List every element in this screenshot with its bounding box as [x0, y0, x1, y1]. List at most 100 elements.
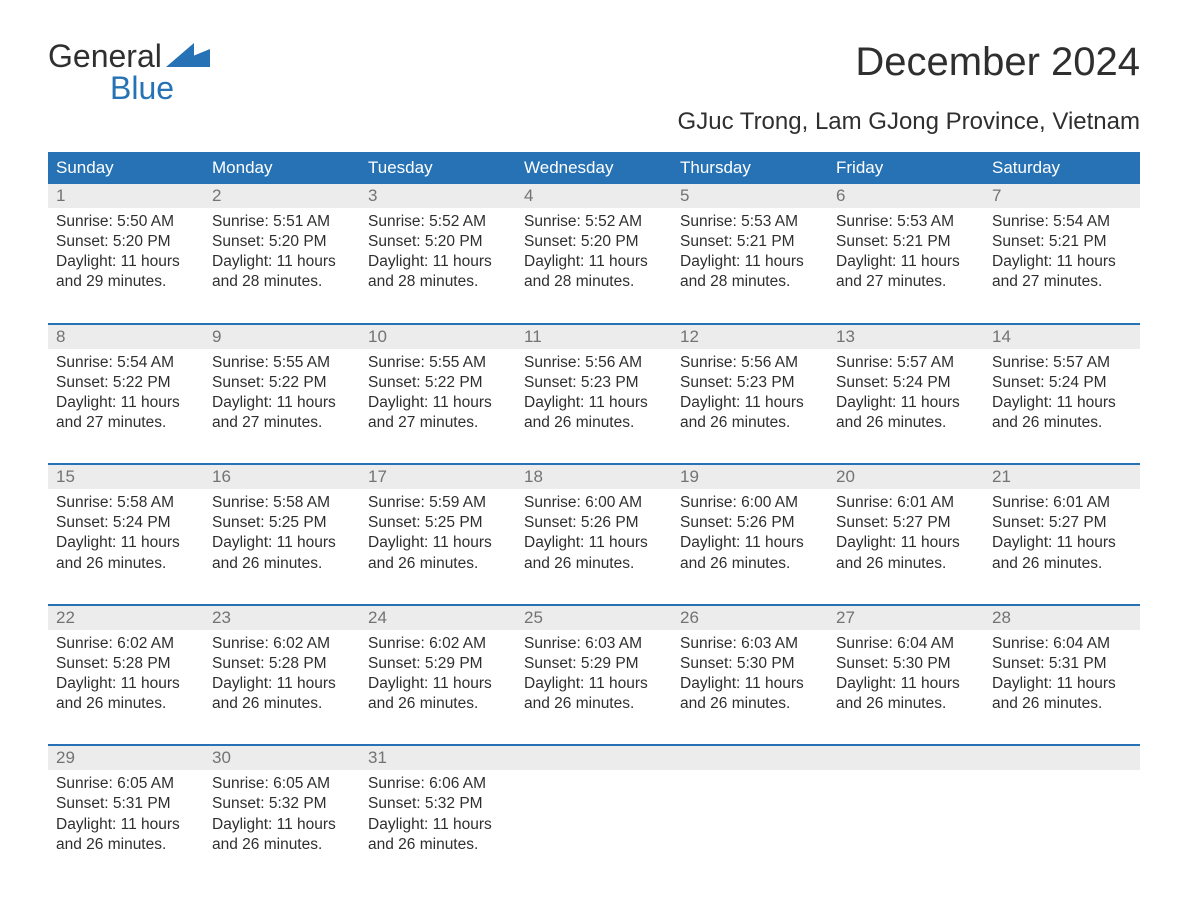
day-cell: Sunrise: 5:52 AMSunset: 5:20 PMDaylight:… — [516, 208, 672, 299]
day-sr: Sunrise: 5:57 AM — [992, 353, 1132, 373]
day-d1: Daylight: 11 hours — [524, 533, 664, 553]
day-cell: Sunrise: 6:01 AMSunset: 5:27 PMDaylight:… — [984, 489, 1140, 580]
day-sr: Sunrise: 6:00 AM — [680, 493, 820, 513]
day-sr: Sunrise: 5:56 AM — [680, 353, 820, 373]
day-d1: Daylight: 11 hours — [212, 252, 352, 272]
day-cell — [984, 770, 1140, 861]
page-title: December 2024 — [855, 40, 1140, 85]
info-row: Sunrise: 6:02 AMSunset: 5:28 PMDaylight:… — [48, 630, 1140, 721]
day-cell — [516, 770, 672, 861]
day-cell: Sunrise: 5:54 AMSunset: 5:21 PMDaylight:… — [984, 208, 1140, 299]
day-d1: Daylight: 11 hours — [524, 252, 664, 272]
day-d2: and 28 minutes. — [680, 272, 820, 292]
day-number: 20 — [828, 465, 984, 489]
day-cell: Sunrise: 6:01 AMSunset: 5:27 PMDaylight:… — [828, 489, 984, 580]
day-d2: and 26 minutes. — [212, 835, 352, 855]
day-number: 30 — [204, 746, 360, 770]
day-number — [984, 746, 1140, 770]
day-d2: and 26 minutes. — [212, 694, 352, 714]
day-d1: Daylight: 11 hours — [212, 393, 352, 413]
day-ss: Sunset: 5:20 PM — [524, 232, 664, 252]
day-ss: Sunset: 5:24 PM — [836, 373, 976, 393]
day-number: 23 — [204, 606, 360, 630]
day-number: 29 — [48, 746, 204, 770]
day-cell: Sunrise: 6:04 AMSunset: 5:30 PMDaylight:… — [828, 630, 984, 721]
day-sr: Sunrise: 5:58 AM — [56, 493, 196, 513]
day-number: 6 — [828, 184, 984, 208]
day-cell: Sunrise: 6:02 AMSunset: 5:28 PMDaylight:… — [48, 630, 204, 721]
location-label: GJuc Trong, Lam GJong Province, Vietnam — [48, 108, 1140, 136]
day-ss: Sunset: 5:20 PM — [368, 232, 508, 252]
day-ss: Sunset: 5:26 PM — [680, 513, 820, 533]
day-cell: Sunrise: 5:59 AMSunset: 5:25 PMDaylight:… — [360, 489, 516, 580]
day-d2: and 26 minutes. — [992, 413, 1132, 433]
day-d1: Daylight: 11 hours — [680, 393, 820, 413]
daynum-row: 15161718192021 — [48, 465, 1140, 489]
day-d1: Daylight: 11 hours — [56, 252, 196, 272]
day-cell — [828, 770, 984, 861]
col-thursday: Thursday — [672, 152, 828, 184]
day-number: 21 — [984, 465, 1140, 489]
day-number: 17 — [360, 465, 516, 489]
day-ss: Sunset: 5:23 PM — [680, 373, 820, 393]
day-number: 4 — [516, 184, 672, 208]
day-d2: and 26 minutes. — [524, 554, 664, 574]
day-d2: and 27 minutes. — [56, 413, 196, 433]
day-sr: Sunrise: 6:02 AM — [212, 634, 352, 654]
day-d2: and 26 minutes. — [212, 554, 352, 574]
day-d1: Daylight: 11 hours — [56, 393, 196, 413]
day-number — [672, 746, 828, 770]
day-sr: Sunrise: 6:05 AM — [56, 774, 196, 794]
day-cell: Sunrise: 5:58 AMSunset: 5:24 PMDaylight:… — [48, 489, 204, 580]
day-d1: Daylight: 11 hours — [836, 533, 976, 553]
daynum-row: 22232425262728 — [48, 606, 1140, 630]
day-sr: Sunrise: 5:53 AM — [680, 212, 820, 232]
day-sr: Sunrise: 6:03 AM — [680, 634, 820, 654]
day-ss: Sunset: 5:29 PM — [524, 654, 664, 674]
day-number — [828, 746, 984, 770]
day-ss: Sunset: 5:31 PM — [56, 794, 196, 814]
day-cell: Sunrise: 5:53 AMSunset: 5:21 PMDaylight:… — [672, 208, 828, 299]
day-d1: Daylight: 11 hours — [368, 674, 508, 694]
day-sr: Sunrise: 6:00 AM — [524, 493, 664, 513]
day-ss: Sunset: 5:24 PM — [992, 373, 1132, 393]
day-d2: and 26 minutes. — [56, 694, 196, 714]
day-cell: Sunrise: 6:05 AMSunset: 5:31 PMDaylight:… — [48, 770, 204, 861]
day-sr: Sunrise: 6:04 AM — [992, 634, 1132, 654]
day-d2: and 27 minutes. — [836, 272, 976, 292]
day-sr: Sunrise: 5:55 AM — [212, 353, 352, 373]
day-d2: and 27 minutes. — [992, 272, 1132, 292]
day-number: 12 — [672, 325, 828, 349]
day-cell: Sunrise: 5:56 AMSunset: 5:23 PMDaylight:… — [672, 349, 828, 440]
day-number: 25 — [516, 606, 672, 630]
day-d2: and 26 minutes. — [368, 554, 508, 574]
day-d1: Daylight: 11 hours — [524, 393, 664, 413]
day-d1: Daylight: 11 hours — [992, 252, 1132, 272]
day-d1: Daylight: 11 hours — [56, 533, 196, 553]
calendar-body: 1234567Sunrise: 5:50 AMSunset: 5:20 PMDa… — [48, 184, 1140, 861]
day-ss: Sunset: 5:20 PM — [56, 232, 196, 252]
day-cell: Sunrise: 6:02 AMSunset: 5:29 PMDaylight:… — [360, 630, 516, 721]
day-sr: Sunrise: 6:06 AM — [368, 774, 508, 794]
day-cell: Sunrise: 5:55 AMSunset: 5:22 PMDaylight:… — [360, 349, 516, 440]
daynum-row: 891011121314 — [48, 325, 1140, 349]
day-number: 1 — [48, 184, 204, 208]
day-d2: and 26 minutes. — [524, 413, 664, 433]
day-d2: and 26 minutes. — [680, 554, 820, 574]
day-number: 27 — [828, 606, 984, 630]
day-number: 5 — [672, 184, 828, 208]
day-sr: Sunrise: 6:01 AM — [836, 493, 976, 513]
day-sr: Sunrise: 5:50 AM — [56, 212, 196, 232]
day-d2: and 26 minutes. — [836, 413, 976, 433]
calendar-header-row: Sunday Monday Tuesday Wednesday Thursday… — [48, 152, 1140, 184]
day-d1: Daylight: 11 hours — [680, 674, 820, 694]
day-d2: and 26 minutes. — [524, 694, 664, 714]
day-d2: and 26 minutes. — [680, 413, 820, 433]
day-d1: Daylight: 11 hours — [992, 674, 1132, 694]
day-d1: Daylight: 11 hours — [56, 674, 196, 694]
day-d1: Daylight: 11 hours — [212, 533, 352, 553]
day-ss: Sunset: 5:23 PM — [524, 373, 664, 393]
day-d1: Daylight: 11 hours — [992, 533, 1132, 553]
col-monday: Monday — [204, 152, 360, 184]
day-ss: Sunset: 5:30 PM — [680, 654, 820, 674]
